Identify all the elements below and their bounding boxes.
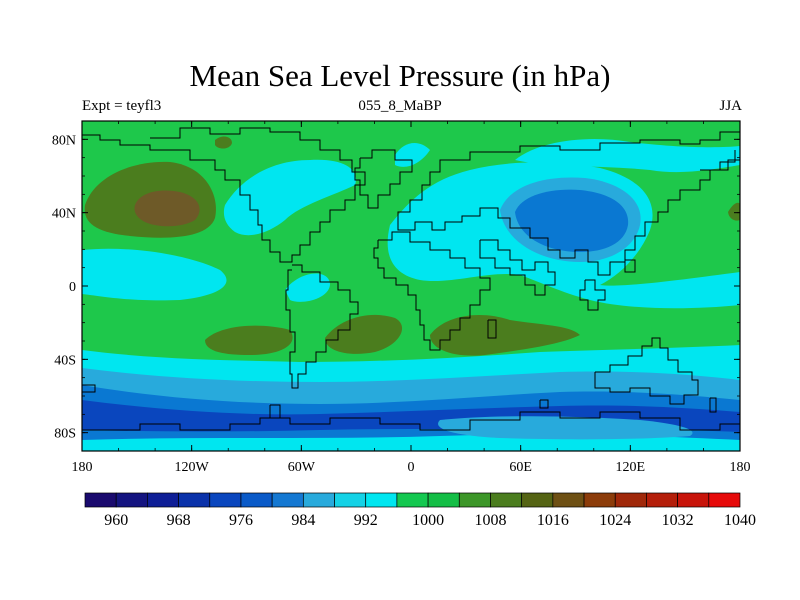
coast-southeast-asia [579,279,606,311]
colorbar-label: 1008 [474,512,506,529]
pressure-field [82,121,740,451]
colorbar-swatch [365,492,398,508]
colorbar: 960 968 976 984 992 1000 1008 1016 1024 1032 1040 [84,492,756,529]
lon-tick-label: 180 [730,460,751,475]
coast-islands-east [539,399,549,409]
colorbar-label: 984 [291,512,315,529]
coast-south-america [285,264,359,389]
colorbar-swatch [708,492,741,508]
coast-greenland [354,149,413,209]
colorbar-label: 976 [229,512,253,529]
field-asia-deep-low [515,189,629,252]
lon-tick-label: 60W [288,460,316,475]
colorbar-label: 1000 [412,512,444,529]
colorbar-swatch [302,492,335,508]
colorbar-swatch [677,492,710,508]
field-south-pacific-high [205,325,293,355]
season-label: JJA [719,98,742,114]
colorbar-swatch [240,492,273,508]
coast-japan [624,259,636,273]
colorbar-swatch [115,492,148,508]
colorbar-label: 1016 [537,512,569,529]
colorbar-label: 1024 [599,512,631,529]
colorbar-swatch [490,492,523,508]
coast-europe-asia [397,131,740,276]
field-south-atlantic-low [285,273,330,302]
axis-ticks: 80N 40N 0 40S 80S 180 120W 60W 0 60E 120E 180 [52,120,751,475]
lon-tick-label: 0 [408,460,415,475]
colorbar-swatch [178,492,211,508]
coast-ice-shelf [82,384,96,393]
lon-tick-label: 120E [616,460,646,475]
coast-africa [373,231,491,351]
colorbar-label: 1040 [724,512,756,529]
colorbar-swatch [334,492,367,508]
field-north-pacific-low [515,139,740,173]
colorbar-swatch [84,492,117,508]
colorbar-swatch [583,492,616,508]
colorbar-swatch [646,492,678,508]
colorbar-label: 968 [167,512,191,529]
colorbar-swatch [552,492,585,508]
lat-tick-label: 80N [52,133,76,148]
field-east-high [728,202,740,221]
field-east-pacific-low [82,248,227,301]
colorbar-swatch [147,492,179,508]
colorbar-swatch [427,492,460,508]
field-north-america-low [223,159,356,236]
coast-antarctica [82,411,740,431]
field-arctic-low [395,143,430,167]
field-arctic-high [215,136,232,149]
lat-tick-label: 80S [54,427,76,442]
coast-north-america [82,127,366,263]
colorbar-swatch [614,492,647,508]
lon-tick-label: 180 [72,460,93,475]
colorbar-swatch [521,492,554,508]
coast-arabia-india [479,239,556,296]
colorbar-swatch [209,492,242,508]
lon-tick-label: 120W [175,460,210,475]
colorbar-swatch [396,492,429,508]
colorbar-swatch [458,492,491,508]
colorbar-swatch [271,492,304,508]
lat-tick-label: 0 [69,280,76,295]
coast-new-zealand [709,397,717,413]
coast-islands-west [700,150,736,171]
colorbar-label: 960 [104,512,128,529]
coast-madagascar [487,319,497,339]
field-north-pacific-high-core [134,190,200,227]
lon-tick-label: 60E [509,460,532,475]
coast-australia [594,337,699,405]
field-south-atlantic-high [325,314,403,354]
map-title: Mean Sea Level Pressure (in hPa) [189,58,611,93]
colorbar-label: 992 [354,512,378,529]
colorbar-label: 1032 [662,512,694,529]
lat-tick-label: 40N [52,207,76,222]
coastlines [82,127,740,431]
period-label: 055_8_MaBP [358,98,442,114]
experiment-label: Expt = teyfl3 [82,98,162,114]
field-indian-ocean-high [430,315,580,356]
field-antarctic-light [438,416,693,440]
lat-tick-label: 40S [54,353,76,368]
